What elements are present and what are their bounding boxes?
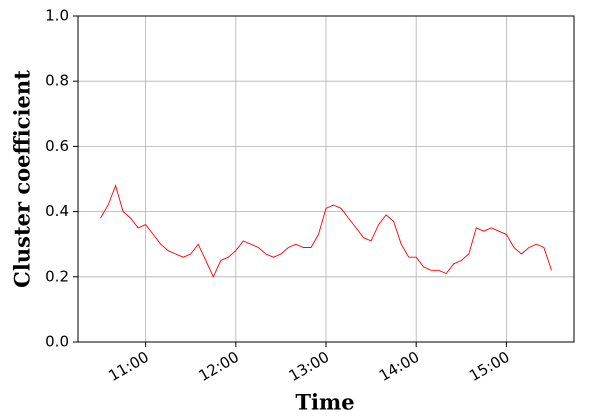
x-axis-label: Time [295, 390, 354, 415]
y-tick-label: 1.0 [45, 7, 69, 25]
plot-frame [77, 15, 575, 343]
x-tick-label: 11:00 [105, 348, 151, 385]
y-tick-label: 0.2 [45, 267, 69, 285]
y-tick-label: 0.0 [45, 333, 69, 351]
y-tick-label: 0.8 [45, 72, 69, 90]
y-axis-label: Cluster coefficient [10, 70, 35, 288]
y-tick-label: 0.4 [45, 202, 69, 220]
y-tick-label: 0.6 [45, 137, 69, 155]
x-tick-label: 13:00 [286, 348, 332, 385]
x-tick-label: 15:00 [466, 348, 512, 385]
x-tick-label: 14:00 [376, 348, 422, 385]
x-tick-label: 12:00 [196, 348, 242, 385]
line [100, 184, 552, 278]
